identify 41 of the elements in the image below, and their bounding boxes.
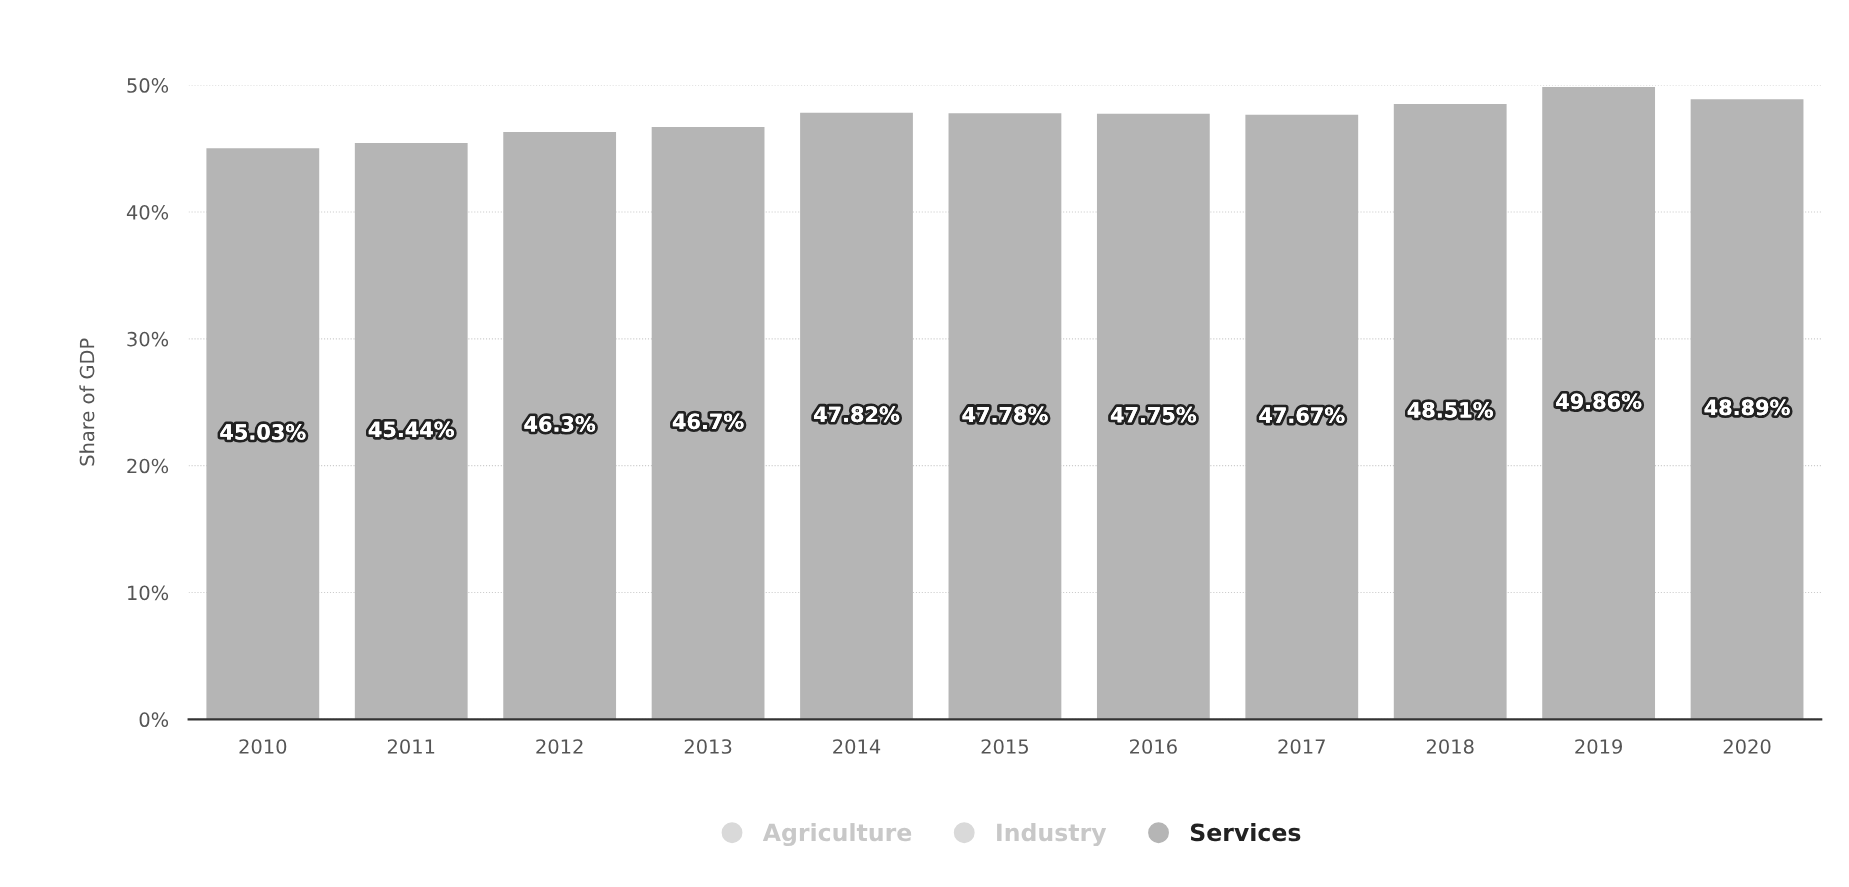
y-tick-label: 50% [127, 78, 169, 93]
bar [1542, 86, 1656, 720]
data-label: 48.51% [1407, 401, 1493, 418]
bar [1690, 99, 1804, 720]
x-tick-label: 2014 [833, 739, 881, 754]
x-tick-label: 2020 [1723, 739, 1771, 754]
y-tick-label: 40% [126, 204, 169, 220]
bar [1245, 114, 1359, 720]
bar [651, 127, 765, 720]
bar [354, 142, 468, 720]
x-tick-label: 2011 [387, 739, 435, 754]
data-label: 47.67% [1259, 407, 1345, 424]
data-label: 49.86% [1556, 393, 1642, 410]
bar [800, 112, 913, 720]
x-tick-label: 2018 [1426, 739, 1474, 754]
y-tick-label: 0% [139, 712, 169, 728]
x-tick-label: 2012 [536, 739, 583, 754]
data-label: 47.82% [814, 406, 900, 423]
legend-label: Services [1190, 823, 1301, 842]
y-tick-label: 10% [128, 585, 169, 601]
x-tick-label: 2017 [1278, 739, 1325, 754]
x-tick-label: 2010 [239, 739, 287, 754]
bar [1096, 113, 1210, 720]
data-label: 46.7% [672, 413, 744, 430]
bar [1393, 104, 1507, 720]
data-label: 46.3% [524, 416, 596, 432]
x-tick-label: 2019 [1575, 739, 1622, 754]
x-tick-label: 2015 [981, 739, 1028, 754]
bar [503, 132, 617, 720]
bar [206, 148, 320, 720]
data-label: 47.75% [1110, 406, 1197, 423]
bar [948, 113, 1062, 720]
y-tick-label: 30% [127, 331, 169, 347]
y-axis-title: Share of GDP [79, 338, 95, 466]
data-label: 45.03% [220, 424, 306, 440]
x-tick-label: 2013 [684, 739, 732, 754]
data-label: 45.44% [368, 421, 454, 438]
data-label: 48.89% [1704, 399, 1790, 416]
y-tick-label: 20% [127, 458, 169, 474]
data-label: 47.78% [962, 406, 1048, 423]
x-tick-label: 2016 [1130, 739, 1177, 754]
